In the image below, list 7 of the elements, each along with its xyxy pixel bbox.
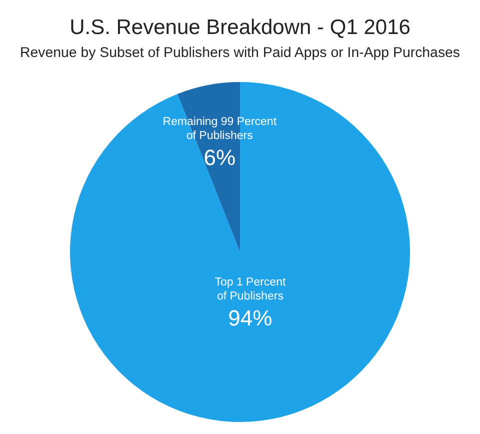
slice-label: Remaining 99 Percent of Publishers [162, 116, 278, 142]
chart-subtitle: Revenue by Subset of Publishers with Paid Apps or In-App Purchases [20, 44, 460, 61]
pie-slice [70, 82, 410, 422]
data-label: 94% [228, 305, 272, 330]
slice-label: Top 1 Percent of Publishers [214, 276, 286, 302]
chart-title: U.S. Revenue Breakdown - Q1 2016 [70, 16, 410, 39]
data-label: 6% [204, 145, 236, 170]
